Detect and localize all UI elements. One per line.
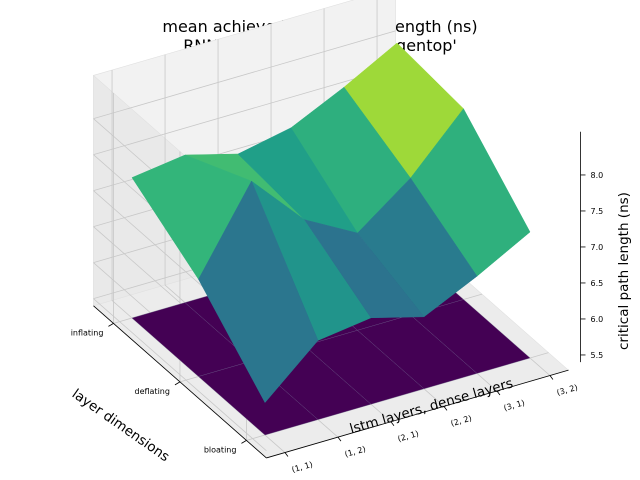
x-tick-mark [443,406,448,411]
y-tick-label: inflating [71,328,104,337]
z-tick-label: 6.5 [591,279,604,288]
z-tick-label: 5.5 [591,351,604,360]
y-tick-label: deflating [134,387,169,396]
x-tick-label: (1, 2) [344,444,367,459]
surface-patch [303,219,425,319]
x-axis-line [266,369,569,459]
x-tick-mark [337,436,342,442]
x-tick-label: (3, 1) [503,398,526,413]
z-tick-label: 6.0 [591,315,604,324]
grid-line [93,66,396,156]
x-tick-label: (1, 1) [291,460,314,475]
z-tick-label: 8.0 [591,171,604,180]
x-tick-mark [284,452,289,457]
z-tick-label: 7.5 [591,207,604,216]
x-tick-label: (2, 1) [397,429,420,444]
y-tick-mark [241,440,247,444]
x-tick-mark [496,390,501,396]
z-axis-label: critical path length (ns) [616,192,632,350]
z-tick-label: 7.0 [591,243,604,252]
surface-plot [131,42,531,436]
y-tick-mark [174,381,181,386]
x-tick-mark [549,375,554,380]
y-tick-label: bloating [204,445,237,454]
x-tick-mark [390,421,395,426]
tick-labels: (1, 1) (1, 2) (2, 1) (2, 2) (3, 1) (3, 2) infl… [71,171,604,474]
surface-patch [198,180,319,404]
x-tick-label: (2, 2) [450,414,473,429]
floor-surface-patch [410,299,531,374]
y-tick-mark [108,323,114,327]
grid-line [93,298,267,452]
x-tick-label: (3, 2) [556,383,579,398]
grid-line [93,30,396,120]
